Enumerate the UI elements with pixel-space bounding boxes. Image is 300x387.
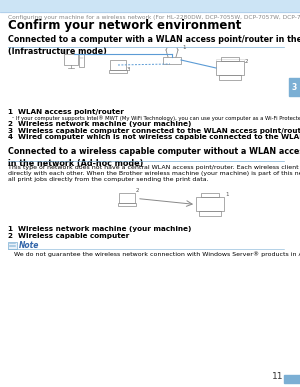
Text: Configuring your machine for a wireless network (For HL-2280DW, DCP-7055W, DCP-7: Configuring your machine for a wireless … xyxy=(8,14,300,19)
Text: Connected to a computer with a WLAN access point/router in the network
(Infrastr: Connected to a computer with a WLAN acce… xyxy=(8,35,300,56)
Bar xyxy=(110,60,126,70)
Bar xyxy=(289,78,300,96)
Text: Connected to a wireless capable computer without a WLAN access point/router
in t: Connected to a wireless capable computer… xyxy=(8,147,300,168)
Bar xyxy=(118,202,136,205)
Bar xyxy=(8,241,17,248)
Text: 1  WLAN access point/router: 1 WLAN access point/router xyxy=(8,109,124,115)
Text: This type of network does not have a central WLAN access point/router. Each wire: This type of network does not have a cen… xyxy=(8,164,300,182)
Text: 1: 1 xyxy=(182,45,185,50)
Text: 11: 11 xyxy=(272,372,283,381)
Text: 3: 3 xyxy=(127,67,130,72)
Bar xyxy=(163,57,181,64)
Text: 1  Wireless network machine (your machine): 1 Wireless network machine (your machine… xyxy=(8,226,191,233)
Bar xyxy=(109,70,127,73)
Bar xyxy=(219,75,241,80)
Bar xyxy=(199,211,221,216)
Bar xyxy=(79,54,84,67)
Text: 2  Wireless network machine (your machine): 2 Wireless network machine (your machine… xyxy=(8,121,191,127)
Text: 2: 2 xyxy=(136,187,140,192)
Text: We do not guarantee the wireless network connection with Windows Server® product: We do not guarantee the wireless network… xyxy=(14,252,300,257)
Bar xyxy=(221,57,239,61)
Text: 3: 3 xyxy=(292,82,297,91)
Text: Note: Note xyxy=(19,240,39,250)
Bar xyxy=(201,192,219,197)
Text: Confirm your network environment: Confirm your network environment xyxy=(8,19,242,31)
Text: 2  Wireless capable computer: 2 Wireless capable computer xyxy=(8,233,129,239)
Bar xyxy=(216,61,244,75)
Text: 4: 4 xyxy=(61,49,64,54)
Bar xyxy=(119,192,135,202)
Bar xyxy=(216,59,244,61)
Text: 1: 1 xyxy=(225,192,229,197)
Bar xyxy=(64,54,78,65)
Bar xyxy=(0,0,300,12)
Bar xyxy=(196,197,224,211)
Text: ¹: ¹ xyxy=(12,115,14,120)
Text: 2: 2 xyxy=(245,59,248,64)
Text: 4  Wired computer which is not wireless capable connected to the WLAN access poi: 4 Wired computer which is not wireless c… xyxy=(8,134,300,140)
Text: If your computer supports Intel® MWT (My WiFi Technology), you can use your comp: If your computer supports Intel® MWT (My… xyxy=(16,115,300,121)
Text: 3  Wireless capable computer connected to the WLAN access point/router: 3 Wireless capable computer connected to… xyxy=(8,127,300,134)
Bar xyxy=(284,375,300,383)
